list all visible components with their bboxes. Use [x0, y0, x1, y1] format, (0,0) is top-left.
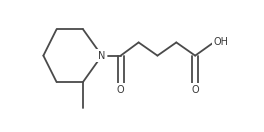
Text: OH: OH: [214, 37, 229, 47]
Text: O: O: [117, 85, 125, 95]
Text: O: O: [117, 85, 125, 95]
Text: OH: OH: [214, 37, 229, 47]
Text: N: N: [98, 51, 106, 61]
Text: O: O: [191, 85, 199, 95]
Text: N: N: [98, 51, 106, 61]
Text: O: O: [191, 85, 199, 95]
